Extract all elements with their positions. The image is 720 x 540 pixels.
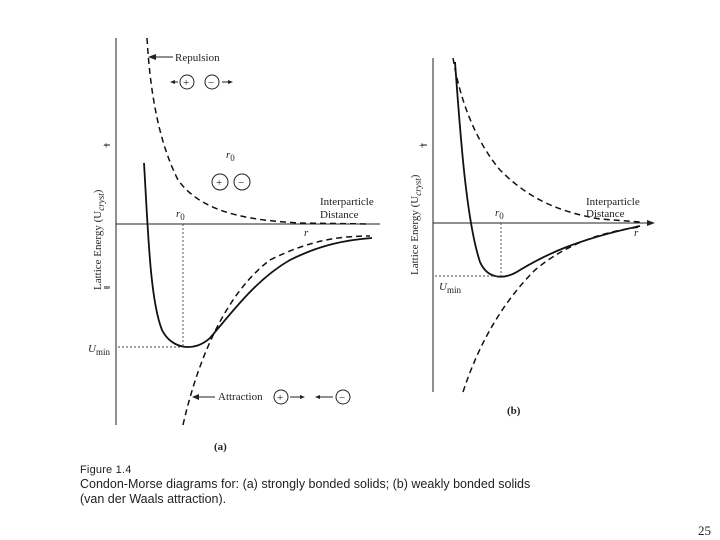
panel-b-attraction-curve xyxy=(462,226,641,393)
panel-b-net-energy-curve xyxy=(454,61,641,278)
page-number: 25 xyxy=(698,523,711,538)
panel-b-repulsion-curve xyxy=(452,57,641,223)
panel-a-r0-top-label: r0 xyxy=(226,149,235,163)
svg-text:+: + xyxy=(183,77,189,89)
svg-text:−: − xyxy=(339,392,345,404)
panel-a-plus-label: + xyxy=(103,140,109,152)
panel-a-minus-label: – xyxy=(103,282,110,294)
panel-a-r0-label: r0 xyxy=(176,208,185,222)
panel-a-attraction-ions: + − xyxy=(273,389,351,405)
panel-b-y-axis-label: Lattice Energy (Ucryst) xyxy=(409,174,423,275)
panel-a-repulsion-arrowhead xyxy=(148,54,156,60)
panel-a-attraction-minus-icon xyxy=(335,389,351,405)
panel-a-repulsion-ions: + − xyxy=(170,74,233,90)
panel-a-bonded-ions: + − xyxy=(211,173,251,191)
panel-a-bonded-plus-icon xyxy=(211,173,229,191)
panel-a-net-energy-curve xyxy=(143,162,373,348)
panel-b-umin-label: Umin xyxy=(439,281,461,295)
panel-a-plus-ion-icon xyxy=(179,74,195,90)
panel-b-distance-label: Distance xyxy=(586,208,625,220)
svg-text:−: − xyxy=(208,77,214,89)
panel-b-x-arrowhead xyxy=(647,220,655,226)
panel-a-attraction-curve xyxy=(182,235,371,426)
svg-text:+: + xyxy=(216,177,222,189)
panel-a-attraction-label: Attraction xyxy=(218,391,263,403)
panel-b-interparticle-label: Interparticle xyxy=(586,196,640,208)
panel-b-r0-label: r0 xyxy=(495,207,504,221)
panel-a-bonded-minus-icon xyxy=(233,173,251,191)
panel-a-y-axis-label: Lattice Energy (Ucryst) xyxy=(92,189,106,290)
panel-a-minus-ion-icon xyxy=(204,74,220,90)
panel-a-repulsion-label: Repulsion xyxy=(175,52,220,64)
caption-line-2: (van der Waals attraction). xyxy=(80,492,227,506)
caption-line-1: Condon-Morse diagrams for: (a) strongly … xyxy=(80,477,531,491)
panel-b-r-label: r xyxy=(634,227,639,239)
panel-a-attraction-plus-icon xyxy=(273,389,289,405)
panel-a-label: (a) xyxy=(214,441,227,453)
panel-a-distance-label: Distance xyxy=(320,209,359,221)
panel-a-umin-label: Umin xyxy=(88,343,110,357)
panel-b-label: (b) xyxy=(507,405,521,417)
panel-b-plus-label: + xyxy=(419,140,425,152)
panel-a: Repulsion + − r0 + − r0 Interparticle xyxy=(88,37,380,453)
panel-b: + r0 Interparticle Distance r Umin Latti… xyxy=(409,57,655,417)
panel-a-interparticle-label: Interparticle xyxy=(320,196,374,208)
panel-a-r-label: r xyxy=(304,227,309,239)
figure-number: Figure 1.4 xyxy=(80,464,132,476)
svg-text:−: − xyxy=(238,177,244,189)
svg-text:+: + xyxy=(277,392,283,404)
